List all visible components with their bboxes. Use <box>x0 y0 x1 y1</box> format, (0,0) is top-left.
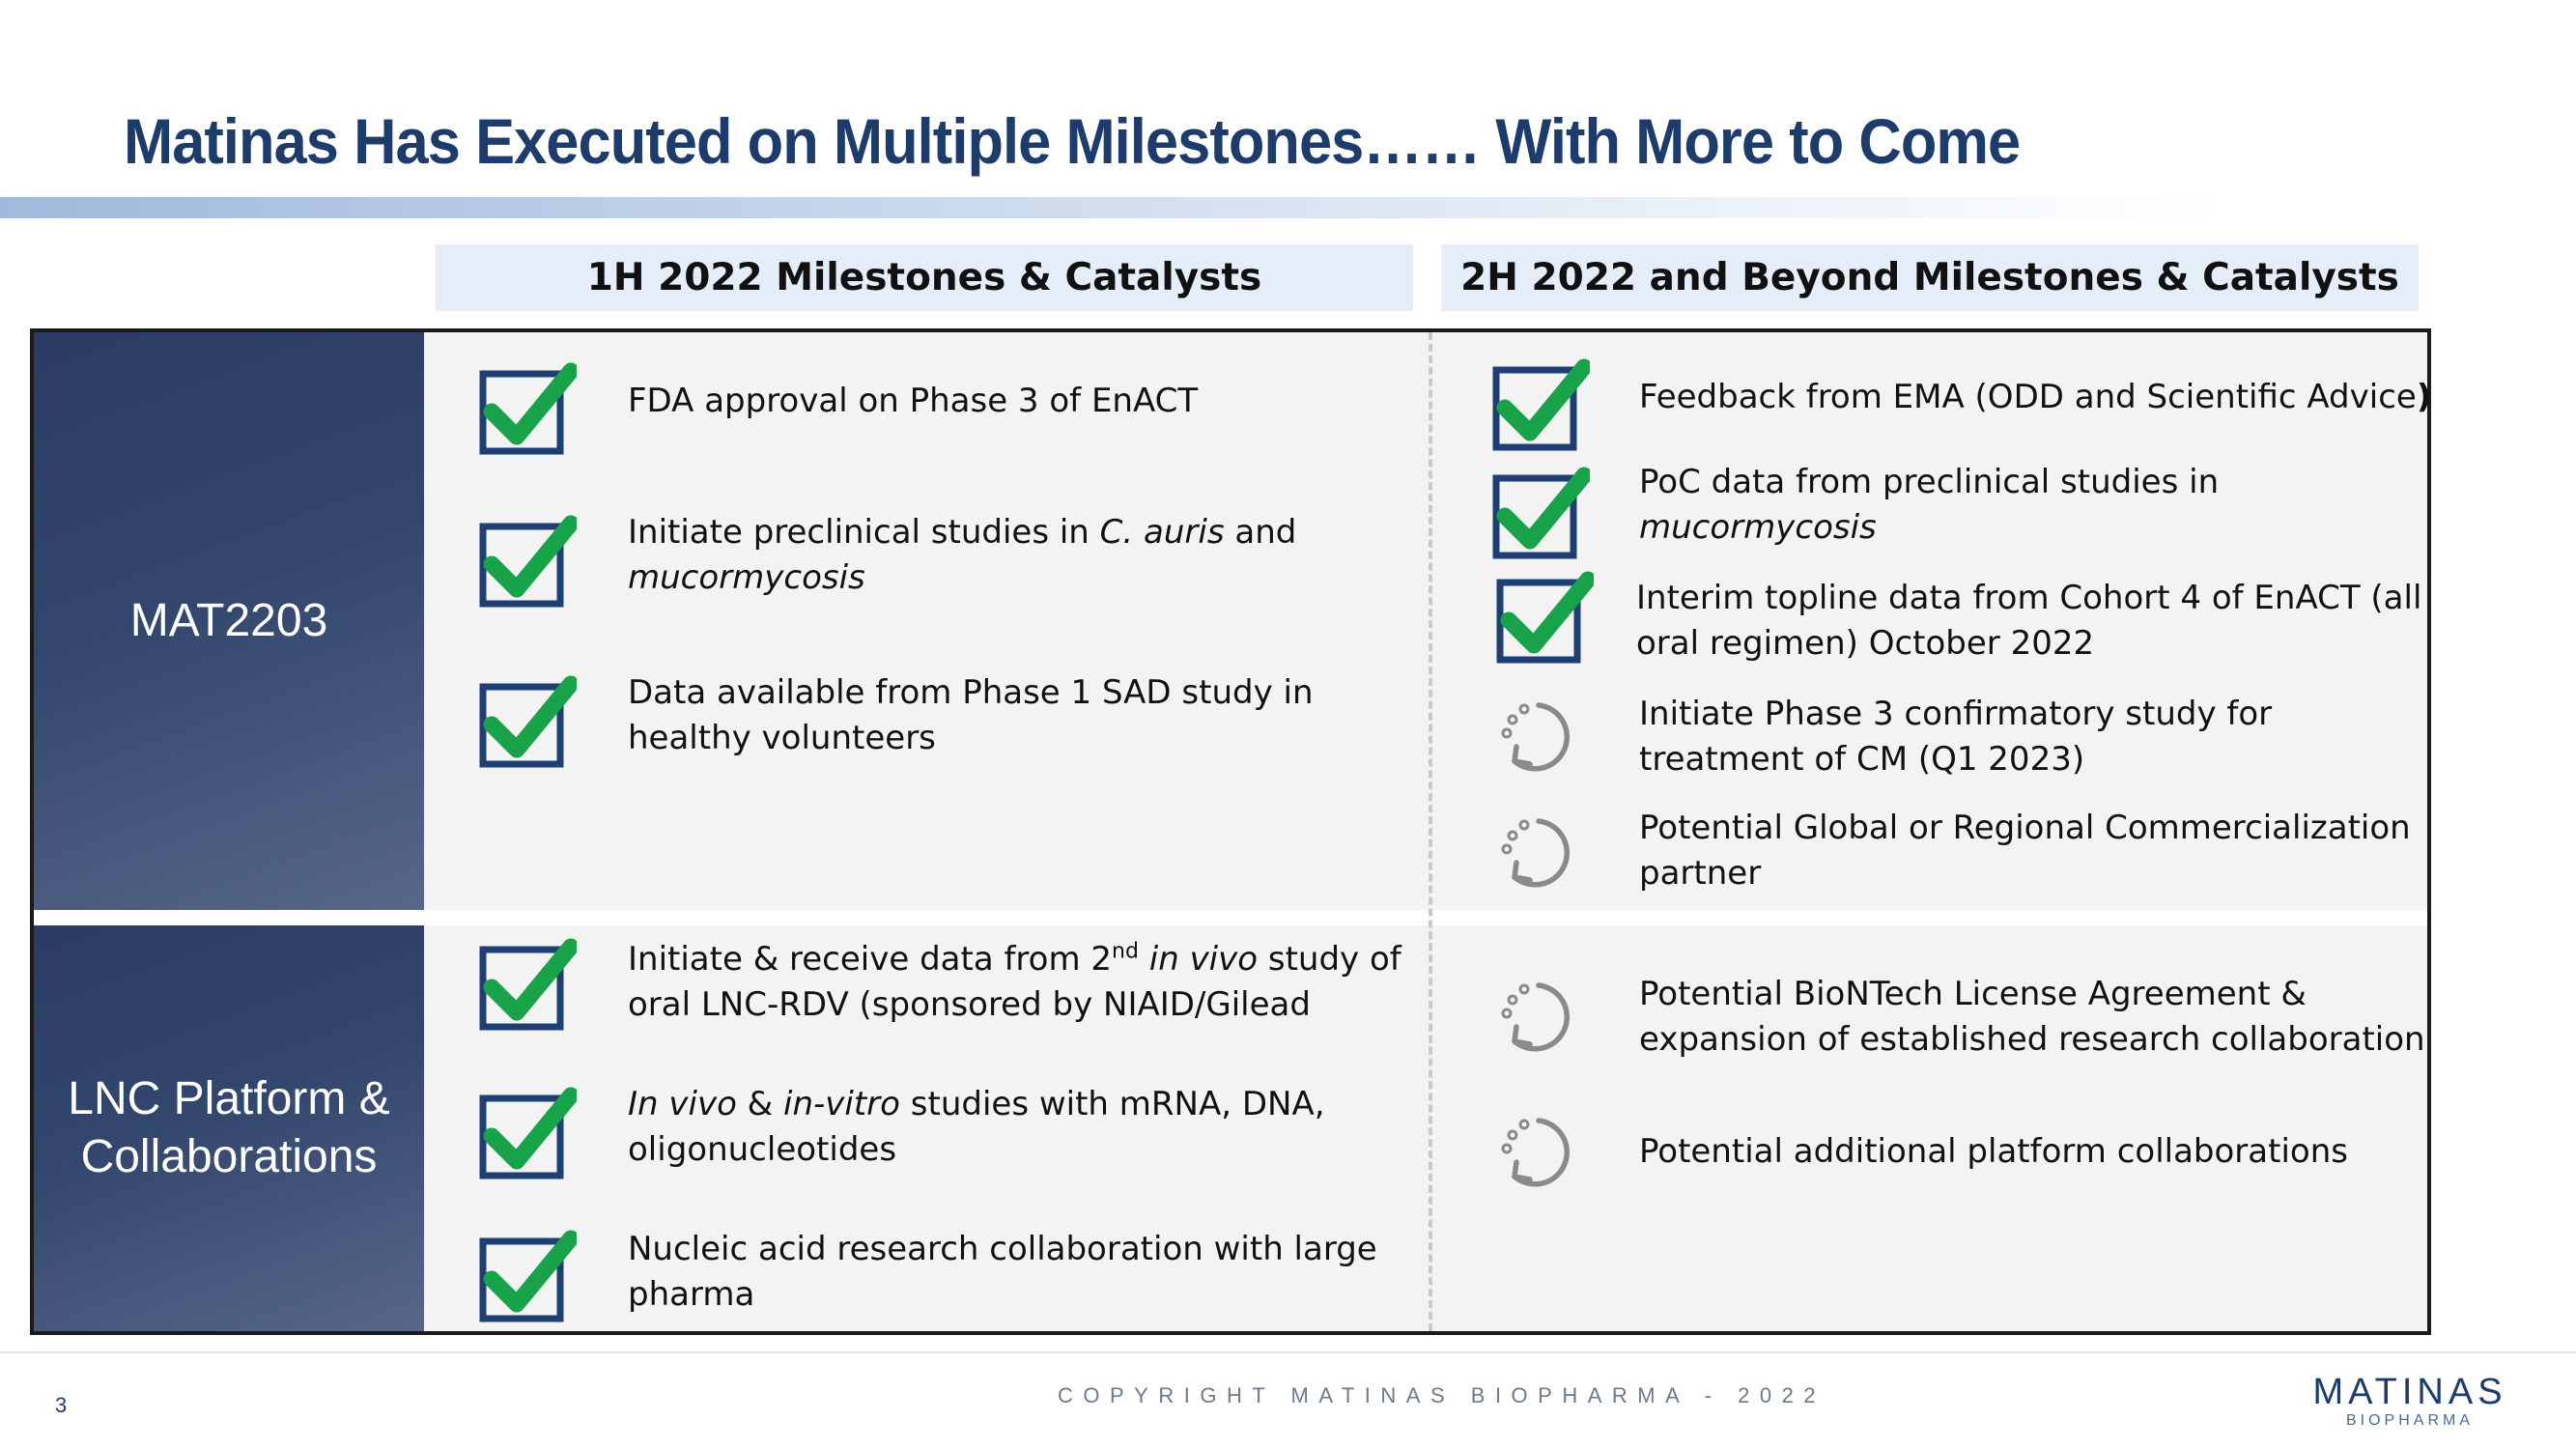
row-label-text: LNC Platform & Collaborations <box>68 1073 390 1182</box>
page-title: Matinas Has Executed on Multiple Milesto… <box>124 105 2021 177</box>
milestone-item: PoC data from preclinical studies in muco… <box>1639 463 2220 547</box>
page-number: 3 <box>55 1393 68 1417</box>
milestone-item: Interim topline data from Cohort 4 of En… <box>1636 579 2422 663</box>
checkbox-check-icon <box>1495 566 1594 665</box>
milestone-item: Initiate Phase 3 confirmatory study for t… <box>1639 695 2273 779</box>
checkbox-check-icon <box>478 510 577 609</box>
checkbox-check-icon <box>1491 354 1590 452</box>
circular-arrow-icon <box>1497 696 1580 779</box>
circular-arrow-icon <box>1497 1111 1580 1194</box>
circular-arrow-icon <box>1497 811 1580 895</box>
milestone-item: In vivo & in-vitro studies with mRNA, DN… <box>628 1085 1325 1169</box>
checkbox-check-icon <box>478 670 577 769</box>
milestone-item: Potential Global or Regional Commerciali… <box>1639 809 2411 893</box>
milestone-item: Feedback from EMA (ODD and Scientific Ad… <box>1639 378 2432 416</box>
row-separator <box>34 910 2427 925</box>
milestone-item: Nucleic acid research collaboration with… <box>628 1230 1377 1314</box>
milestone-item: Data available from Phase 1 SAD study in… <box>628 673 1314 757</box>
milestone-item: Initiate preclinical studies in C. auris… <box>628 513 1297 597</box>
logo-subtitle: BIOPHARMA <box>2345 1412 2474 1429</box>
checkbox-check-icon <box>1491 462 1590 560</box>
copyright-notice: COPYRIGHT MATINAS BIOPHARMA - 2022 <box>1058 1383 1826 1407</box>
checkbox-check-icon <box>478 1082 577 1180</box>
row-label-mat2203: MAT2203 <box>34 332 424 910</box>
row-label-text: MAT2203 <box>129 595 328 646</box>
circular-arrow-icon <box>1497 976 1580 1059</box>
row-label-lnc-platform: LNC Platform & Collaborations <box>34 925 424 1331</box>
checkbox-check-icon <box>478 1225 577 1323</box>
milestone-item: Potential additional platform collaborat… <box>1639 1132 2348 1171</box>
column-header-1h-2022: 1H 2022 Milestones & Catalysts <box>436 244 1413 311</box>
milestone-item: Initiate & receive data from 2nd in vivo… <box>628 939 1401 1024</box>
mat2203-row-panel <box>424 332 2427 910</box>
matinas-logo: MATINAS BIOPHARMA <box>2299 1372 2521 1430</box>
column-header-2h-2022: 2H 2022 and Beyond Milestones & Catalyst… <box>1441 244 2419 311</box>
logo-wordmark: MATINAS <box>2312 1372 2507 1412</box>
milestone-item: FDA approval on Phase 3 of EnACT <box>628 382 1199 420</box>
lnc-row-panel <box>424 925 2427 1331</box>
checkbox-check-icon <box>478 357 577 456</box>
title-underline <box>0 197 2222 218</box>
milestone-item: Potential BioNTech License Agreement & ex… <box>1639 975 2425 1059</box>
checkbox-check-icon <box>478 933 577 1032</box>
footer-rule <box>0 1351 2576 1353</box>
column-divider <box>1429 332 1432 1331</box>
